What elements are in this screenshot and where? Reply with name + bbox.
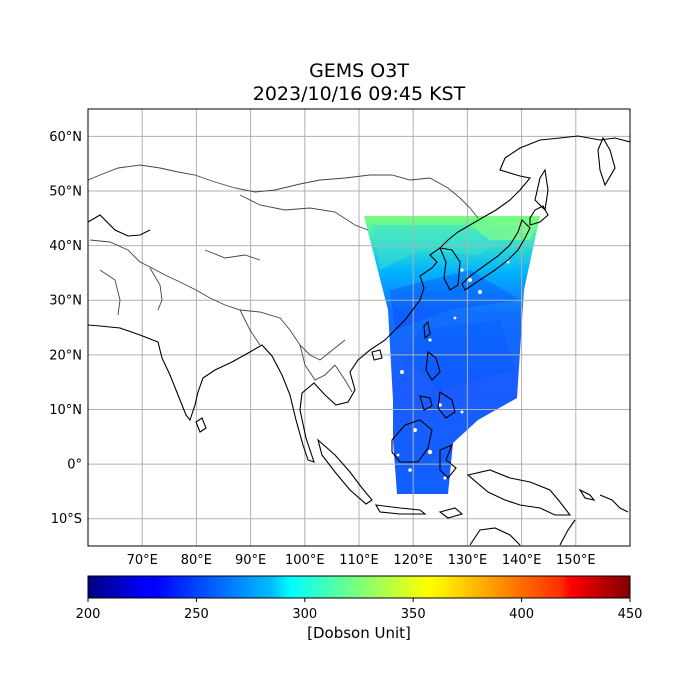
colorbar-tick-label: 250 bbox=[184, 607, 209, 622]
lon-tick-label: 100°E bbox=[285, 553, 325, 568]
colorbar-tick-label: 300 bbox=[292, 607, 317, 622]
lat-tick-label: 20°N bbox=[49, 348, 82, 363]
colorbar bbox=[87, 575, 631, 599]
lat-tick-label: 0° bbox=[67, 458, 82, 473]
map-title: GEMS O3T bbox=[309, 60, 409, 82]
lon-tick-label: 70°E bbox=[127, 553, 158, 568]
lat-tick-label: 50°N bbox=[49, 184, 82, 199]
lon-tick-label: 150°E bbox=[556, 553, 596, 568]
lon-tick-label: 140°E bbox=[502, 553, 542, 568]
coastlines bbox=[88, 135, 630, 546]
lat-tick-label: 40°N bbox=[49, 239, 82, 254]
map-frame bbox=[87, 108, 631, 547]
lon-tick-label: 120°E bbox=[393, 553, 433, 568]
colorbar-tick-label: 450 bbox=[618, 607, 643, 622]
lat-tick-label: 10°S bbox=[51, 512, 82, 527]
colorbar-tick-label: 350 bbox=[401, 607, 426, 622]
map-gridlines bbox=[88, 109, 630, 546]
latitude-labels: 60°N 50°N 40°N 30°N 20°N 10°N 0° 10°S bbox=[49, 130, 82, 527]
lat-tick-label: 60°N bbox=[49, 130, 82, 145]
lat-tick-label: 10°N bbox=[49, 403, 82, 418]
lon-tick-label: 90°E bbox=[235, 553, 266, 568]
colorbar-label: [Dobson Unit] bbox=[307, 624, 411, 642]
map-subtitle: 2023/10/16 09:45 KST bbox=[252, 83, 466, 105]
colorbar-ticks: 200 250 300 350 400 450 bbox=[76, 598, 643, 622]
country-borders bbox=[88, 164, 479, 393]
lon-tick-label: 130°E bbox=[448, 553, 488, 568]
longitude-labels: 70°E 80°E 90°E 100°E 110°E 120°E 130°E 140°E 150… bbox=[127, 553, 596, 568]
lon-tick-label: 110°E bbox=[339, 553, 379, 568]
colorbar-tick-label: 400 bbox=[509, 607, 534, 622]
lat-tick-label: 30°N bbox=[49, 294, 82, 309]
colorbar-tick-label: 200 bbox=[76, 607, 101, 622]
lon-tick-label: 80°E bbox=[181, 553, 212, 568]
